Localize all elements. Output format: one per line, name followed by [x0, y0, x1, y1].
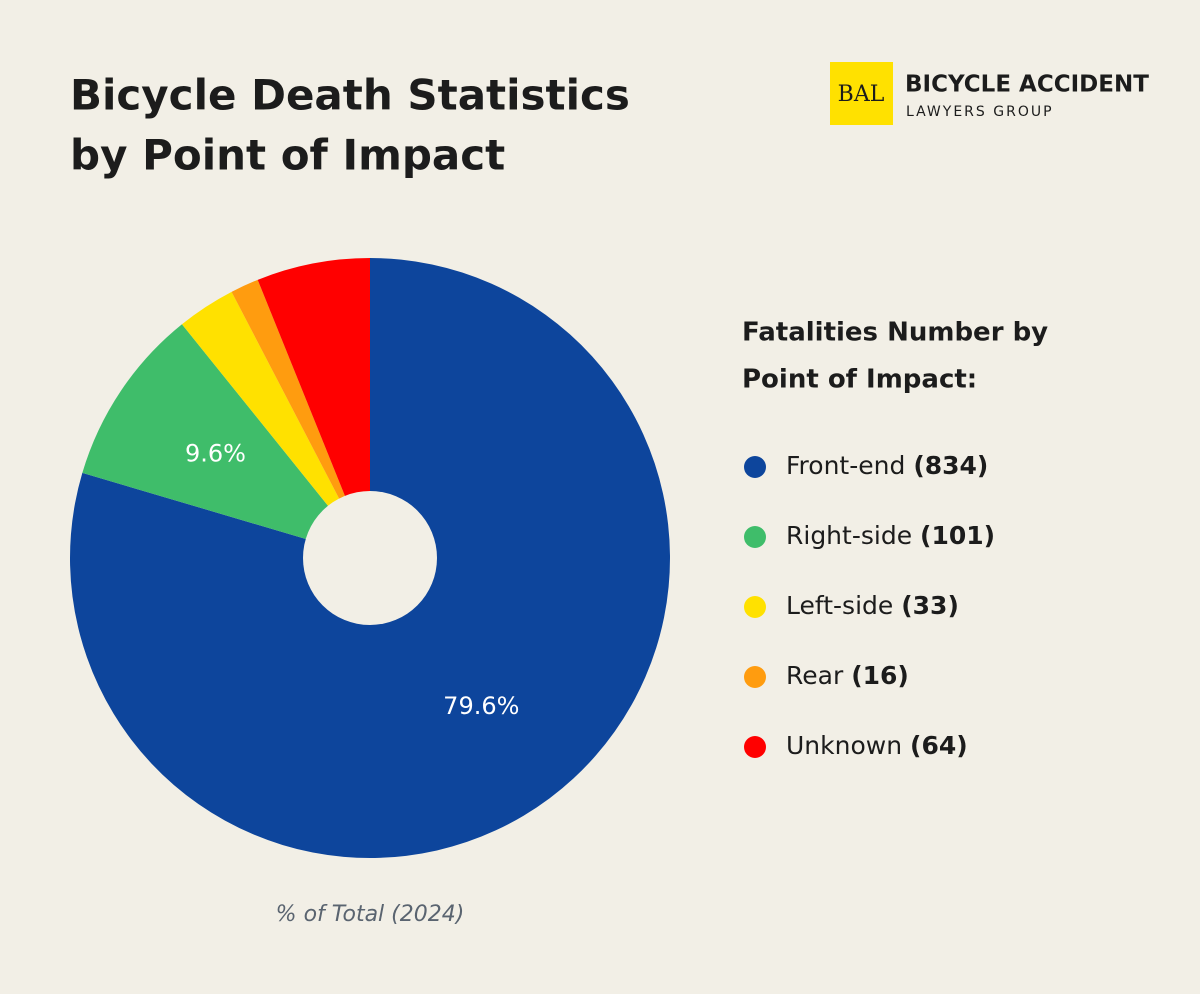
logo-sub: LAWYERS GROUP [906, 104, 1054, 120]
legend-count: (33) [901, 591, 959, 620]
legend-swatch [744, 666, 766, 688]
legend-name: Front-end [786, 451, 905, 480]
pie-slice [231, 279, 370, 558]
legend-count: (64) [910, 731, 968, 760]
legend-count: (101) [920, 521, 995, 550]
data-label: 9.6% [185, 439, 246, 467]
pie-slice [257, 258, 370, 558]
legend-name: Unknown [786, 731, 902, 760]
legend-label: Right-side (101) [786, 521, 995, 550]
legend-name: Rear [786, 661, 844, 690]
donut-hole [303, 491, 437, 625]
pie-slice [181, 291, 370, 558]
chart-title: by Point of Impact [70, 131, 505, 180]
legend-title: Point of Impact: [742, 365, 977, 395]
pie-slice [82, 324, 370, 558]
legend-swatch [744, 456, 766, 478]
logo-mark: BAL [838, 82, 885, 107]
legend-name: Right-side [786, 521, 912, 550]
legend-label: Rear (16) [786, 661, 909, 690]
legend-swatch [744, 596, 766, 618]
logo-mark-bg [830, 62, 893, 125]
legend-swatch [744, 736, 766, 758]
data-label: 79.6% [443, 692, 519, 720]
logo-name: BICYCLE ACCIDENT [905, 72, 1149, 98]
caption: % of Total (2024) [276, 902, 465, 927]
legend-title: Fatalities Number by [742, 318, 1048, 348]
legend-label: Left-side (33) [786, 591, 959, 620]
legend-label: Unknown (64) [786, 731, 968, 760]
legend-count: (834) [913, 451, 988, 480]
legend-label: Front-end (834) [786, 451, 988, 480]
chart-title: Bicycle Death Statistics [70, 71, 630, 120]
legend-swatch [744, 526, 766, 548]
legend-name: Left-side [786, 591, 893, 620]
legend-count: (16) [851, 661, 909, 690]
